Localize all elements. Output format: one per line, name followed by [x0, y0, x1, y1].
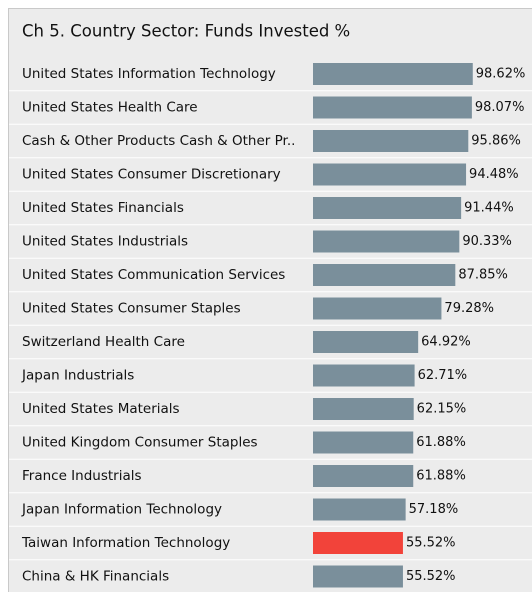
row-label: United States Information Technology — [22, 66, 276, 82]
bar — [313, 130, 469, 152]
bar — [313, 197, 462, 219]
value-label: 87.85% — [458, 268, 508, 283]
value-label: 62.15% — [417, 402, 467, 417]
bar — [313, 431, 414, 454]
chart-title: Ch 5. Country Sector: Funds Invested % — [22, 22, 350, 41]
row-label: United States Consumer Discretionary — [22, 167, 281, 183]
bar — [313, 532, 403, 554]
bar — [313, 96, 472, 119]
row-label: Switzerland Health Care — [22, 334, 185, 350]
value-label: 62.71% — [418, 368, 468, 383]
row-label: United Kingdom Consumer Staples — [22, 435, 258, 451]
row-label: Taiwan Information Technology — [21, 535, 230, 551]
value-label: 61.88% — [416, 469, 466, 484]
value-label: 79.28% — [444, 301, 494, 316]
bar — [313, 364, 415, 387]
value-label: 64.92% — [421, 335, 471, 350]
row-label: Japan Industrials — [21, 368, 134, 384]
row-label: United States Industrials — [22, 234, 188, 250]
value-label: 90.33% — [462, 234, 512, 249]
value-label: 55.52% — [406, 536, 456, 551]
bar — [313, 230, 460, 253]
bar — [313, 163, 467, 186]
row-label: United States Consumer Staples — [22, 301, 241, 317]
row-label: United States Health Care — [22, 100, 198, 116]
row-label: China & HK Financials — [22, 569, 169, 585]
value-label: 94.48% — [469, 167, 519, 182]
row-label: United States Materials — [22, 401, 180, 417]
bar — [313, 331, 419, 353]
value-label: 61.88% — [416, 435, 466, 450]
value-label: 91.44% — [464, 201, 514, 216]
row-label: United States Communication Services — [22, 267, 285, 283]
row-label: Cash & Other Products Cash & Other Pr.. — [22, 133, 295, 149]
bar — [313, 465, 414, 487]
value-label: 57.18% — [409, 502, 459, 517]
value-label: 98.62% — [476, 67, 526, 82]
bar — [313, 565, 403, 588]
row-label: United States Financials — [22, 200, 184, 216]
row-label: Japan Information Technology — [21, 502, 222, 518]
row-label: France Industrials — [22, 468, 142, 484]
value-label: 95.86% — [471, 134, 521, 149]
value-label: 98.07% — [475, 100, 525, 115]
bar — [313, 63, 473, 85]
bar — [313, 264, 456, 286]
bar — [313, 398, 414, 420]
bar — [313, 498, 406, 521]
bar — [313, 297, 442, 320]
value-label: 55.52% — [406, 569, 456, 584]
